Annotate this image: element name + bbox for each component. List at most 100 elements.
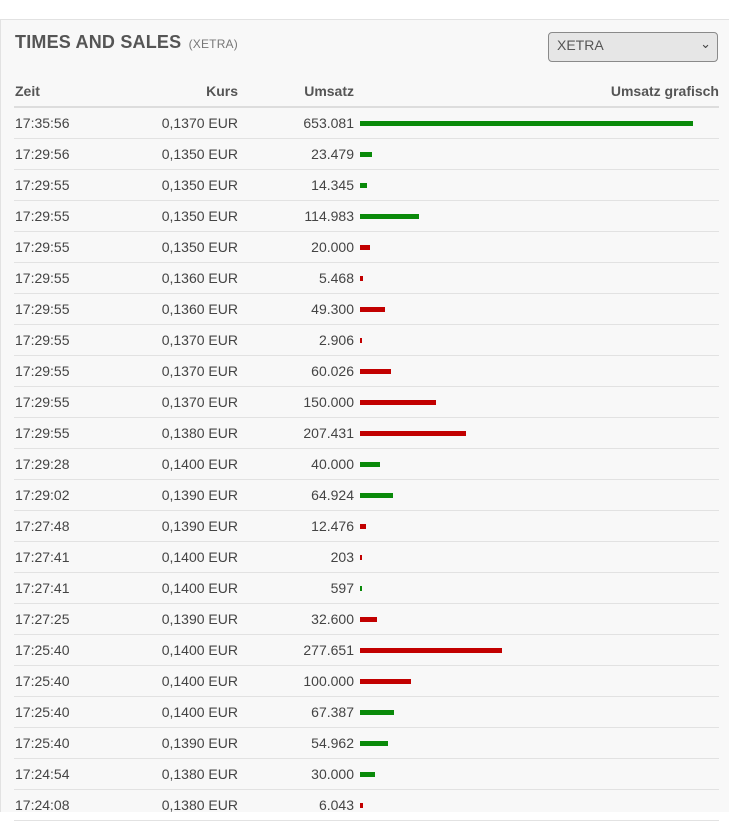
table-row: 17:25:40 0,1400 EUR 67.387 [14,696,719,728]
table-row: 17:29:02 0,1390 EUR 64.924 [14,479,719,511]
volume-bar [360,182,367,188]
trade-time: 17:24:08 [14,789,120,821]
table-row: 17:29:55 0,1360 EUR 49.300 [14,293,719,325]
trade-volume: 150.000 [238,386,354,418]
trade-time: 17:25:40 [14,696,120,728]
trade-volume: 67.387 [238,696,354,728]
trade-time: 17:24:54 [14,758,120,790]
volume-bar [360,306,385,312]
table-row: 17:29:55 0,1370 EUR 60.026 [14,355,719,387]
trade-price: 0,1360 EUR [120,293,238,325]
trade-time: 17:29:55 [14,355,120,387]
trade-price: 0,1370 EUR [120,107,238,139]
trade-volume-graph [354,696,719,728]
trade-volume-graph [354,665,719,697]
volume-bar [360,151,372,157]
trade-volume: 207.431 [238,417,354,449]
column-header-time: Zeit [14,75,120,108]
trade-volume-graph [354,758,719,790]
trade-price: 0,1380 EUR [120,758,238,790]
column-header-price: Kurs [120,75,238,108]
trade-time: 17:25:40 [14,727,120,759]
trade-volume-graph [354,572,719,604]
trade-volume: 54.962 [238,727,354,759]
table-row: 17:25:40 0,1400 EUR 100.000 [14,665,719,697]
trade-time: 17:27:25 [14,603,120,635]
trade-volume: 30.000 [238,758,354,790]
trade-volume: 14.345 [238,169,354,201]
trade-time: 17:27:48 [14,510,120,542]
table-row: 17:29:28 0,1400 EUR 40.000 [14,448,719,480]
table-header-row: Zeit Kurs Umsatz Umsatz grafisch [14,75,719,108]
trade-price: 0,1370 EUR [120,355,238,387]
trade-volume-graph [354,541,719,573]
trade-volume-graph [354,510,719,542]
trade-volume: 49.300 [238,293,354,325]
table-row: 17:24:54 0,1380 EUR 30.000 [14,758,719,790]
chevron-down-icon: ⌄ [700,36,711,51]
trade-volume-graph [354,727,719,759]
column-header-volume: Umsatz [238,75,354,108]
trade-volume: 277.651 [238,634,354,666]
trade-volume: 100.000 [238,665,354,697]
trade-volume-graph [354,479,719,511]
trade-volume-graph [354,107,719,139]
trade-time: 17:29:55 [14,324,120,356]
trade-volume: 23.479 [238,138,354,170]
table-row: 17:27:25 0,1390 EUR 32.600 [14,603,719,635]
table-row: 17:29:56 0,1350 EUR 23.479 [14,138,719,170]
trade-volume: 6.043 [238,789,354,821]
table-row: 17:29:55 0,1350 EUR 14.345 [14,169,719,201]
trade-volume: 597 [238,572,354,604]
table-row: 17:27:41 0,1400 EUR 597 [14,572,719,604]
trade-time: 17:29:28 [14,448,120,480]
table-row: 17:25:40 0,1400 EUR 277.651 [14,634,719,666]
trade-price: 0,1400 EUR [120,696,238,728]
trade-volume-graph [354,417,719,449]
trade-price: 0,1400 EUR [120,634,238,666]
trade-time: 17:35:56 [14,107,120,139]
trade-price: 0,1350 EUR [120,169,238,201]
trade-volume: 5.468 [238,262,354,294]
trade-volume: 653.081 [238,107,354,139]
trade-volume-graph [354,634,719,666]
trade-volume-graph [354,200,719,232]
trade-volume-graph [354,138,719,170]
trade-time: 17:29:55 [14,262,120,294]
volume-bar [360,492,393,498]
trade-time: 17:29:55 [14,417,120,449]
trade-time: 17:29:55 [14,231,120,263]
volume-bar [360,244,370,250]
table-row: 17:29:55 0,1350 EUR 20.000 [14,231,719,263]
trade-price: 0,1400 EUR [120,665,238,697]
trade-time: 17:29:56 [14,138,120,170]
trade-time: 17:29:55 [14,169,120,201]
trade-volume-graph [354,386,719,418]
trade-time: 17:29:55 [14,386,120,418]
volume-bar [360,523,366,529]
table-row: 17:29:55 0,1360 EUR 5.468 [14,262,719,294]
volume-bar [360,616,377,622]
volume-bar [360,802,363,808]
trade-price: 0,1370 EUR [120,324,238,356]
trade-volume-graph [354,789,719,821]
trade-volume-graph [354,448,719,480]
trade-volume-graph [354,262,719,294]
trade-volume-graph [354,293,719,325]
volume-bar [360,585,362,591]
volume-bar [360,430,466,436]
table-row: 17:35:56 0,1370 EUR 653.081 [14,107,719,139]
trade-volume: 20.000 [238,231,354,263]
volume-bar [360,709,394,715]
trade-price: 0,1350 EUR [120,231,238,263]
trade-time: 17:25:40 [14,665,120,697]
exchange-select[interactable]: XETRA ⌄ [548,32,718,62]
volume-bar [360,647,502,653]
trade-price: 0,1400 EUR [120,448,238,480]
trade-price: 0,1400 EUR [120,572,238,604]
trade-price: 0,1350 EUR [120,200,238,232]
trade-volume-graph [354,169,719,201]
trade-volume: 60.026 [238,355,354,387]
trades-table-body: 17:35:56 0,1370 EUR 653.081 17:29:56 0,1350 … [14,107,719,821]
volume-bar [360,554,362,560]
